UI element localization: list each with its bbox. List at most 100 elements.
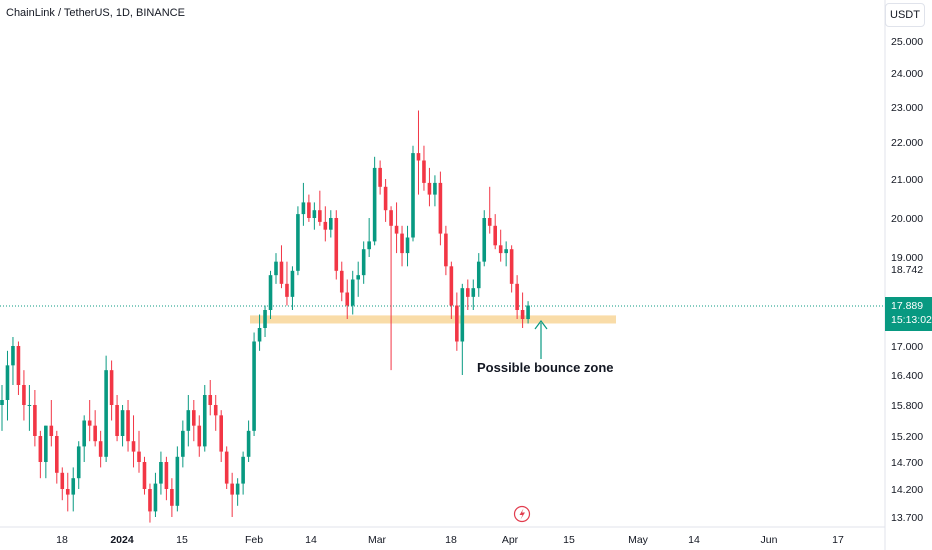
currency-button[interactable]: USDT	[885, 3, 925, 27]
y-tick-label: 13.700	[891, 512, 923, 524]
support-zone	[250, 315, 616, 324]
candle-body	[433, 182, 437, 195]
candle	[383, 179, 388, 222]
candle	[104, 355, 108, 462]
candle-body	[142, 462, 147, 489]
candle	[22, 370, 26, 421]
candle	[55, 430, 59, 484]
chart-title: ChainLink / TetherUS, 1D, BINANCE	[6, 7, 185, 19]
candle	[87, 400, 92, 442]
candle-body	[301, 202, 306, 215]
candle	[504, 241, 508, 267]
candle	[487, 186, 492, 234]
candle	[142, 456, 147, 495]
candle	[466, 279, 470, 311]
candle	[159, 451, 163, 495]
candle-body	[312, 210, 317, 218]
candle-body	[493, 225, 497, 246]
y-tick-label: 24.000	[891, 68, 923, 80]
candle-body	[27, 405, 32, 406]
x-tick-label: Mar	[368, 534, 387, 546]
candle	[246, 420, 251, 462]
y-tick-label: 15.800	[891, 400, 923, 412]
candle	[274, 253, 278, 284]
candle	[11, 337, 15, 385]
candle-body	[208, 395, 213, 405]
candle	[356, 261, 360, 297]
candle	[44, 425, 48, 479]
last-price-badge	[885, 297, 932, 331]
candle	[520, 292, 525, 329]
candle-body	[0, 400, 4, 405]
candle-body	[449, 266, 454, 306]
candle	[219, 410, 223, 462]
candle	[0, 385, 4, 431]
candle	[318, 190, 322, 226]
candle	[455, 292, 459, 351]
y-tick-label: 19.000	[891, 252, 923, 264]
candle-body	[444, 233, 448, 267]
candle-body	[16, 346, 21, 385]
candle-body	[87, 420, 92, 426]
candle-body	[389, 210, 393, 226]
y-tick-label: 14.200	[891, 484, 923, 496]
candle	[350, 270, 355, 315]
candle-body	[290, 270, 295, 297]
candle	[49, 400, 54, 447]
candle-body	[230, 483, 234, 495]
candle-body	[318, 210, 322, 222]
x-tick-label: Jun	[761, 534, 778, 546]
candle	[400, 225, 404, 267]
candle	[82, 415, 86, 462]
candle-body	[120, 410, 125, 436]
y-tick-label: 14.700	[891, 457, 923, 469]
candle-body	[131, 441, 136, 452]
y-tick-label: 22.000	[891, 137, 923, 149]
candle	[109, 360, 114, 421]
candle	[345, 279, 350, 320]
candle-body	[394, 225, 399, 234]
candle	[482, 210, 487, 267]
candle-body	[246, 430, 251, 457]
candle	[65, 472, 70, 512]
y-tick-label: 25.000	[891, 36, 923, 48]
candle-body	[400, 233, 404, 254]
x-tick-label: 15	[176, 534, 188, 546]
candle-body	[65, 489, 70, 495]
candle-body	[422, 160, 426, 183]
candle	[389, 206, 393, 371]
candle-body	[44, 425, 48, 462]
candle	[438, 171, 443, 246]
candle-body	[38, 436, 43, 462]
candle	[296, 206, 300, 276]
candle	[334, 210, 339, 280]
candle	[361, 241, 366, 284]
candle	[526, 301, 530, 324]
candle-body	[60, 472, 65, 489]
candle-body	[153, 483, 158, 512]
candle-body	[378, 167, 382, 187]
x-tick-label: 18	[445, 534, 457, 546]
candle-body	[455, 305, 459, 342]
candle	[493, 214, 497, 250]
candle	[515, 275, 519, 320]
candle	[422, 145, 426, 191]
arrow-head	[534, 320, 548, 330]
candle-body	[235, 483, 240, 495]
candle-body	[498, 245, 503, 254]
candle-body	[33, 405, 37, 436]
candle	[71, 467, 76, 512]
candle-body	[137, 451, 141, 462]
candle-body	[460, 288, 465, 342]
candle-body	[93, 425, 97, 442]
x-tick-label: May	[628, 534, 649, 546]
candle-body	[515, 283, 519, 311]
flash-icon[interactable]	[513, 505, 531, 523]
candle	[76, 441, 81, 489]
candle	[411, 145, 415, 242]
x-tick-label: 15	[563, 534, 575, 546]
candle	[367, 218, 371, 257]
x-tick-label: 18	[56, 534, 68, 546]
candle	[120, 405, 125, 447]
